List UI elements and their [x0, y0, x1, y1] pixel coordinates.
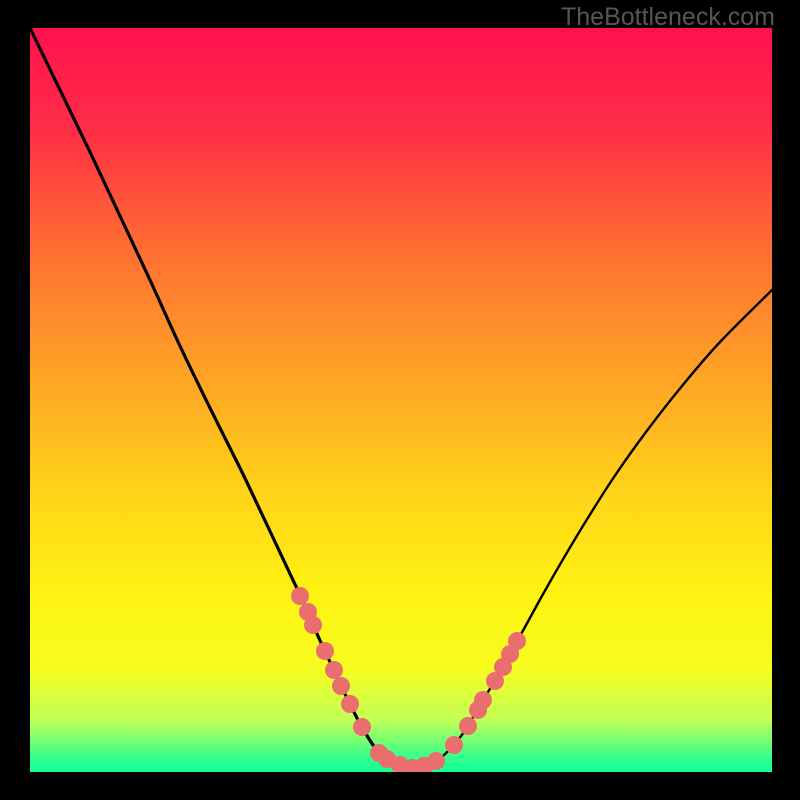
plot-area	[30, 28, 772, 772]
chart-svg	[30, 28, 772, 772]
data-marker	[341, 695, 359, 713]
data-marker	[459, 717, 477, 735]
data-marker	[474, 691, 492, 709]
data-marker	[325, 661, 343, 679]
chart-frame: TheBottleneck.com	[0, 0, 800, 800]
curve-left	[30, 28, 411, 768]
data-marker	[445, 736, 463, 754]
watermark-text: TheBottleneck.com	[561, 3, 775, 32]
data-marker	[332, 677, 350, 695]
curve-right	[411, 290, 772, 768]
data-marker	[353, 718, 371, 736]
data-marker	[427, 752, 445, 770]
marker-group	[291, 587, 526, 772]
data-marker	[508, 632, 526, 650]
data-marker	[304, 616, 322, 634]
data-marker	[291, 587, 309, 605]
data-marker	[316, 642, 334, 660]
